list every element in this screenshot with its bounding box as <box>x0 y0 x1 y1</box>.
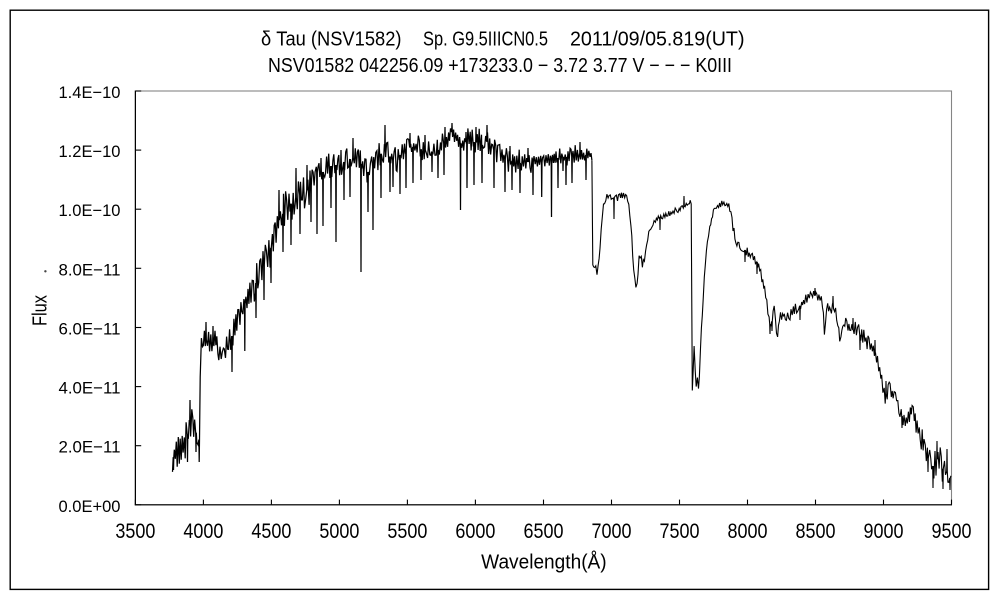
svg-text:9500: 9500 <box>932 520 972 543</box>
svg-text:Wavelength(Å): Wavelength(Å) <box>481 550 607 573</box>
svg-text:6.0E−11: 6.0E−11 <box>59 320 121 339</box>
svg-text:2.0E−11: 2.0E−11 <box>59 438 121 457</box>
svg-text:6500: 6500 <box>524 520 564 543</box>
svg-text:Flux: Flux <box>30 295 52 326</box>
svg-text:7500: 7500 <box>660 520 700 543</box>
svg-text:1.2E−10: 1.2E−10 <box>59 142 121 161</box>
svg-text:δ Tau (NSV1582): δ Tau (NSV1582) <box>261 29 402 51</box>
svg-text:5500: 5500 <box>387 520 427 543</box>
svg-text:1.0E−10: 1.0E−10 <box>59 201 121 220</box>
svg-text:4500: 4500 <box>251 520 291 543</box>
svg-text:7000: 7000 <box>592 520 632 543</box>
svg-text:4000: 4000 <box>183 520 223 543</box>
svg-text:3500: 3500 <box>115 520 155 543</box>
svg-text:6000: 6000 <box>455 520 495 543</box>
svg-text:8000: 8000 <box>728 520 768 543</box>
svg-text:8500: 8500 <box>796 520 836 543</box>
svg-text:1.4E−10: 1.4E−10 <box>59 83 121 102</box>
svg-text:2011/09/05.819(UT): 2011/09/05.819(UT) <box>570 29 745 51</box>
svg-text:NSV01582 042256.09 +173233.0 −: NSV01582 042256.09 +173233.0 − 3.72 3.77… <box>268 55 732 77</box>
svg-text:0.0E+00: 0.0E+00 <box>59 497 121 516</box>
svg-text:Sp. G9.5IIICN0.5: Sp. G9.5IIICN0.5 <box>423 29 548 51</box>
svg-text:8.0E−11: 8.0E−11 <box>59 260 121 279</box>
svg-text:9000: 9000 <box>864 520 904 543</box>
svg-text:4.0E−11: 4.0E−11 <box>59 379 121 398</box>
svg-text:5000: 5000 <box>319 520 359 543</box>
